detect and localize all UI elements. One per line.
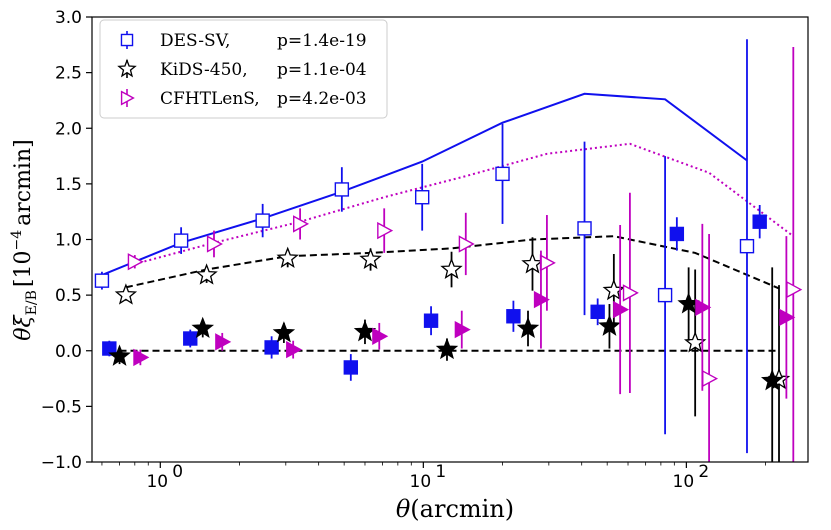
x-tick-exponent: 0: [172, 462, 183, 482]
model-line: [125, 235, 780, 290]
data-point: [191, 316, 215, 339]
y-tick-label: 2.0: [55, 119, 82, 139]
data-point: [752, 214, 767, 229]
x-axis-label-unit: (arcmin): [410, 495, 514, 523]
data-point: [343, 360, 359, 375]
x-axis: 10 0 10 1 10 2: [101, 462, 766, 492]
series-3: [108, 267, 784, 462]
data-point: [657, 287, 673, 303]
y-tick-label: 2.5: [55, 64, 82, 84]
data-point: [435, 337, 459, 360]
data-point: [276, 246, 299, 268]
data-point: [183, 331, 198, 346]
data-point: [377, 221, 394, 240]
data-point: [286, 340, 303, 359]
series-5: [133, 223, 796, 399]
data-point: [359, 247, 382, 270]
data-point: [272, 321, 296, 343]
data-point: [533, 290, 550, 309]
data-point: [577, 221, 592, 236]
data-series: [94, 39, 803, 462]
y-axis-label-bracket-open: [10: [11, 251, 36, 288]
y-axis-label-exponent: −4: [9, 230, 25, 251]
data-point: [414, 190, 430, 205]
y-tick-label: 1.0: [55, 231, 82, 251]
legend-label: KiDS-450,: [160, 60, 248, 80]
series-4: [127, 47, 803, 462]
data-point: [108, 344, 131, 366]
x-tick-exponent: 2: [698, 462, 709, 482]
data-point: [495, 166, 510, 182]
series-0: [94, 39, 755, 454]
x-axis-label-symbol: θ: [396, 495, 411, 523]
data-point: [264, 340, 279, 355]
legend: DES-SV, p=1.4e-19 KiDS-450, p=1.1e-04 CFHTLe…: [99, 19, 388, 119]
y-axis: −1.0 −0.5 0.0 0.5 1.0 1.5 2.0 2.5 3.0: [41, 8, 92, 473]
legend-p-value: p=1.4e-19: [277, 31, 367, 51]
data-point: [94, 273, 110, 288]
y-axis-label-unit: arcmin]: [11, 139, 36, 226]
model-line: [134, 142, 794, 265]
data-point: [739, 238, 755, 254]
y-axis-title: θξE/B [10−4 arcmin]: [9, 139, 40, 340]
data-point: [516, 316, 540, 339]
data-point: [334, 182, 350, 197]
y-tick-label: −1.0: [41, 453, 82, 473]
legend-p-value: p=4.2e-03: [277, 89, 367, 109]
data-point: [102, 341, 117, 356]
legend-label: DES-SV,: [160, 31, 230, 51]
legend-box: [99, 19, 388, 119]
data-point: [293, 215, 310, 233]
data-point: [206, 235, 223, 253]
y-tick-label: 0.0: [55, 342, 82, 362]
x-axis-label: θ(arcmin): [396, 495, 514, 523]
legend-entries: DES-SV, p=1.4e-19 KiDS-450, p=1.1e-04 CFHTLe…: [117, 31, 367, 109]
data-point: [255, 213, 270, 228]
series-1: [102, 205, 767, 381]
legend-marker: [120, 90, 135, 106]
data-point: [506, 309, 521, 324]
data-point: [590, 304, 605, 320]
y-axis-label: θξE/B [10−4 arcmin]: [9, 139, 40, 340]
data-point: [779, 308, 796, 327]
data-point: [760, 368, 784, 391]
data-point: [458, 235, 475, 253]
model-lines: [101, 92, 794, 352]
y-tick-label: 1.5: [55, 175, 82, 195]
data-point: [127, 253, 144, 271]
data-point: [613, 300, 630, 319]
data-point: [133, 348, 150, 367]
y-axis-label-subscript: E/B: [24, 290, 40, 315]
data-point: [695, 298, 712, 317]
data-point: [440, 257, 463, 280]
x-tick-label: 10: [146, 472, 168, 492]
data-point: [353, 319, 377, 342]
legend-p-value: p=1.1e-04: [277, 60, 367, 80]
legend-marker: [120, 33, 134, 47]
legend-marker: [117, 58, 137, 78]
y-tick-label: −0.5: [41, 397, 82, 417]
data-point: [454, 320, 471, 339]
y-tick-label: 3.0: [55, 8, 82, 28]
x-tick-label: 10: [410, 472, 432, 492]
x-tick-label: 10: [673, 472, 695, 492]
y-axis-label-symbol: θξ: [11, 313, 36, 340]
x-tick-exponent: 1: [435, 462, 446, 482]
data-point: [423, 313, 439, 328]
data-point: [215, 333, 232, 351]
data-point: [114, 283, 138, 305]
data-point: [521, 252, 544, 274]
data-point: [622, 284, 639, 302]
data-point: [195, 263, 218, 285]
data-point: [669, 226, 685, 242]
model-line: [101, 92, 748, 277]
legend-label: CFHTLenS,: [160, 89, 260, 109]
data-point: [598, 314, 621, 336]
y-tick-label: 0.5: [55, 286, 82, 306]
data-point: [173, 233, 189, 248]
data-point: [602, 278, 626, 301]
data-point: [372, 327, 389, 345]
